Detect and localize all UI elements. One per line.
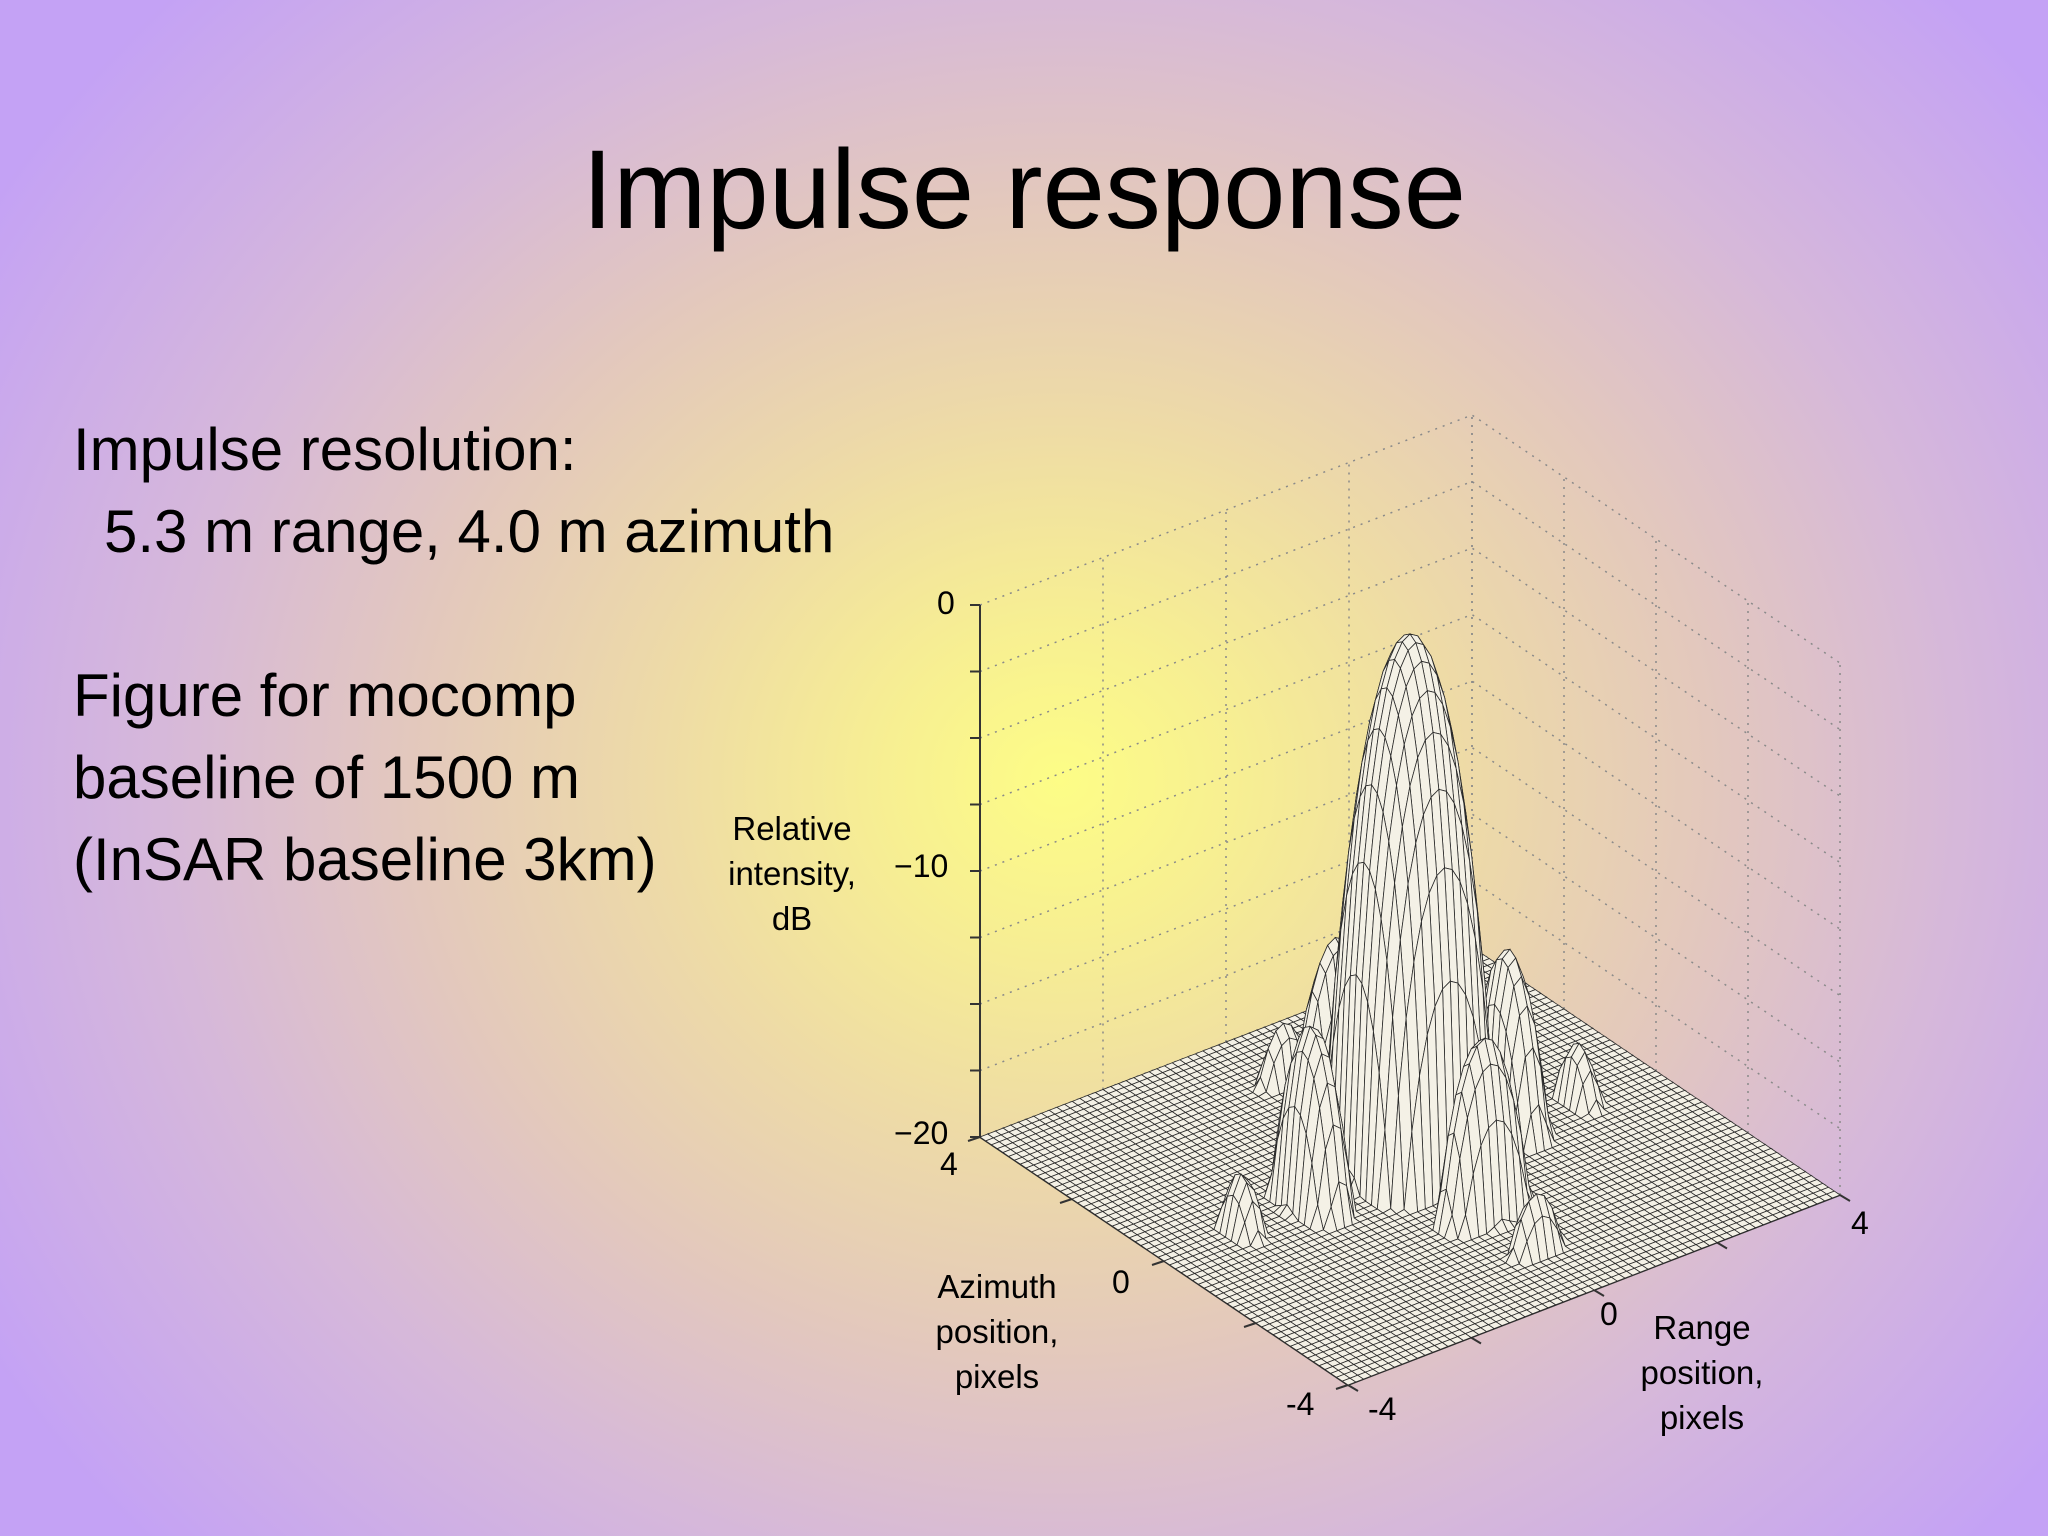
azimuth-axis-label: Azimuth position, pixels <box>917 1264 1077 1399</box>
figure-note-line-3: (InSAR baseline 3km) <box>73 826 657 893</box>
range-tick-minus4: -4 <box>1368 1391 1397 1427</box>
azimuth-axis-label-line: position, <box>935 1313 1059 1350</box>
range-axis-tick-mark <box>1716 1241 1728 1250</box>
range-axis-tick-mark <box>1593 1289 1605 1297</box>
azimuth-tick-minus4: -4 <box>1286 1386 1315 1422</box>
azimuth-axis-label-line: pixels <box>954 1358 1040 1395</box>
range-axis-label-line: position, <box>1640 1354 1764 1391</box>
z-axis-label: Relative intensity, dB <box>712 806 872 941</box>
azimuth-axis-label-line: Azimuth <box>937 1268 1057 1305</box>
z-axis-label-line: intensity, <box>728 855 856 892</box>
range-axis-label-line: Range <box>1653 1309 1751 1346</box>
figure-note-block: Figure for mocomp baseline of 1500 m (In… <box>73 655 657 901</box>
resolution-block: Impulse resolution: 5.3 m range, 4.0 m a… <box>73 409 834 573</box>
z-axis-label-line: Relative <box>732 810 852 847</box>
z-tick-0: 0 <box>937 585 955 621</box>
range-axis-label: Range position, pixels <box>1622 1305 1782 1440</box>
azimuth-axis-tick-mark <box>1151 1260 1165 1266</box>
slide-title: Impulse response <box>581 127 1467 252</box>
range-tick-0: 0 <box>1600 1296 1618 1332</box>
azimuth-tick-0: 0 <box>1112 1264 1130 1300</box>
resolution-detail: 5.3 m range, 4.0 m azimuth <box>104 498 835 565</box>
z-tick-minus10: −10 <box>894 848 949 884</box>
azimuth-tick-4: 4 <box>940 1146 958 1182</box>
z-axis-label-line: dB <box>771 900 813 937</box>
range-axis-label-line: pixels <box>1659 1399 1745 1436</box>
surface-mesh <box>979 633 1841 1386</box>
resolution-heading: Impulse resolution: <box>73 416 577 483</box>
figure-note-line-1: Figure for mocomp <box>73 662 577 729</box>
range-axis-tick-mark <box>1839 1194 1851 1202</box>
range-tick-4: 4 <box>1851 1205 1869 1241</box>
azimuth-axis-tick-mark <box>1243 1322 1257 1328</box>
azimuth-axis-tick-mark <box>1059 1198 1073 1204</box>
azimuth-axis-tick-mark <box>967 1136 981 1142</box>
surface-mesh-cell <box>1341 1377 1357 1386</box>
z-tick-minus20: −20 <box>894 1115 949 1151</box>
range-axis-tick-mark <box>1347 1384 1359 1392</box>
grid-line <box>979 414 1841 664</box>
figure-note-line-2: baseline of 1500 m <box>73 744 581 811</box>
azimuth-axis-tick-mark <box>1335 1384 1349 1390</box>
range-axis-tick-mark <box>1470 1336 1482 1345</box>
